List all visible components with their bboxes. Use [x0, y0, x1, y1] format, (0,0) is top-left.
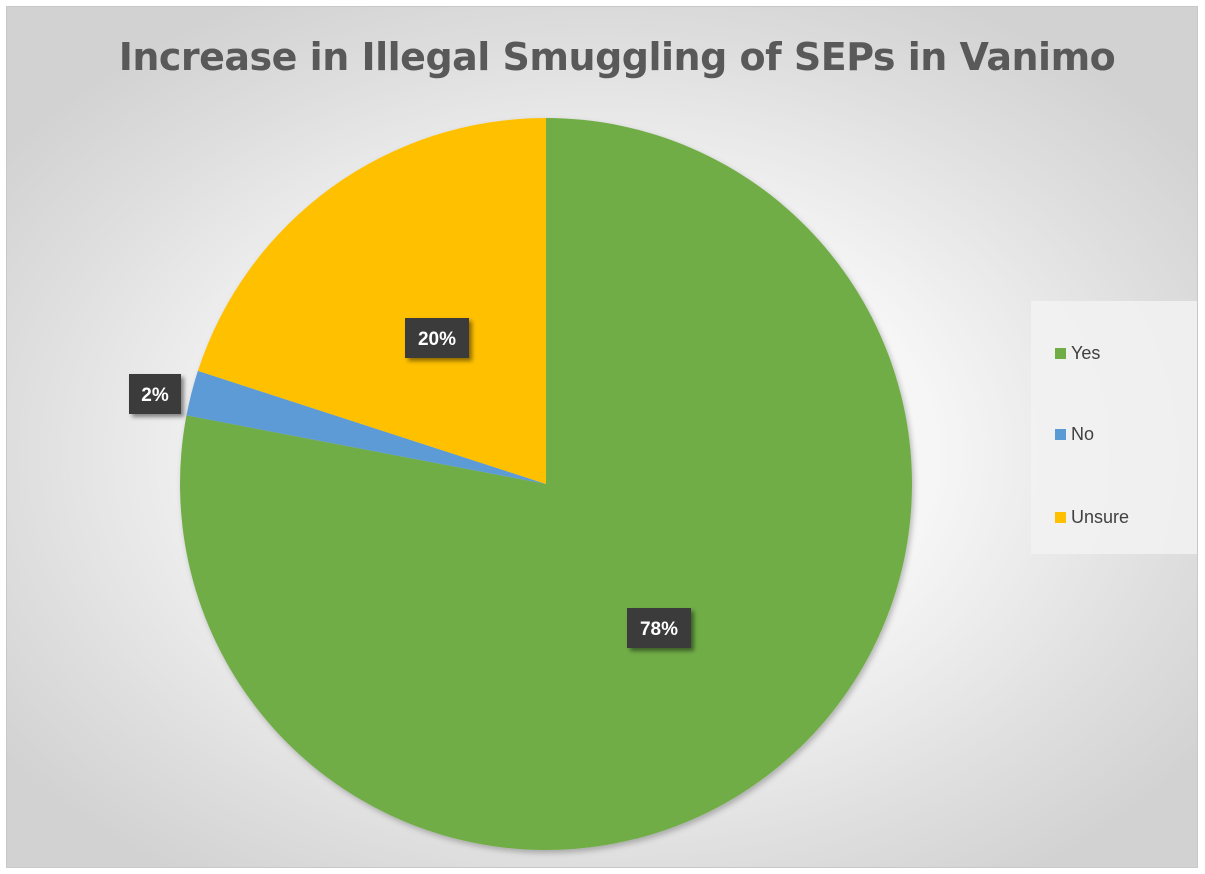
data-label-unsure: 20%: [405, 318, 469, 358]
legend-item-unsure: Unsure: [1055, 506, 1129, 528]
legend-item-yes: Yes: [1055, 342, 1100, 364]
legend-swatch-no: [1055, 428, 1066, 440]
chart-area: Increase in Illegal Smuggling of SEPs in…: [6, 6, 1198, 868]
legend-label-unsure: Unsure: [1071, 506, 1130, 527]
legend-swatch-yes: [1055, 347, 1066, 359]
data-label-text: 2%: [141, 385, 169, 406]
legend-swatch-unsure: [1055, 511, 1066, 523]
data-label-text: 78%: [640, 619, 678, 640]
data-label-box: [129, 374, 181, 414]
legend-label-yes: Yes: [1071, 342, 1101, 363]
pie-slice-no: [186, 370, 547, 484]
data-label-no: 2%: [129, 374, 181, 414]
data-label-box: [405, 318, 469, 358]
legend-label-no: No: [1071, 423, 1095, 444]
pie-chart: 78% 2% 20%: [129, 118, 912, 850]
chart-legend: Yes No Unsure: [1031, 301, 1197, 554]
pie-slice-unsure: [197, 118, 546, 484]
pie-slice-yes: [179, 118, 912, 850]
data-label-text: 20%: [418, 329, 456, 350]
data-label-box: [627, 608, 691, 648]
data-label-yes: 78%: [627, 608, 691, 648]
legend-item-no: No: [1055, 423, 1094, 445]
chart-title: Increase in Illegal Smuggling of SEPs in…: [118, 35, 1116, 79]
